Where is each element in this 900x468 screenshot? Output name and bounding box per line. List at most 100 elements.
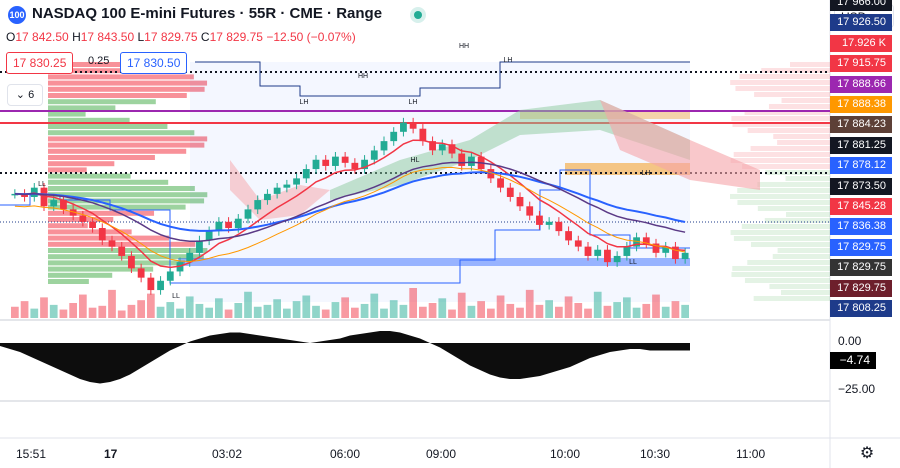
right-volume-profile-bar <box>777 140 830 145</box>
volume-bar <box>603 305 612 318</box>
right-volume-profile-bar <box>737 200 830 205</box>
symbol-logo[interactable]: 100 <box>8 6 26 24</box>
price-tag: 17 808.25 <box>830 300 892 317</box>
stair-line <box>195 61 690 97</box>
high-value: 17 843.50 <box>80 30 135 44</box>
volume-bar <box>516 307 524 318</box>
right-volume-profile-bar <box>785 176 830 181</box>
candle-body <box>419 128 427 142</box>
swing-label: LH <box>504 57 513 64</box>
candle-body <box>526 206 534 216</box>
candle-body <box>302 169 310 179</box>
volume-bar <box>496 295 505 318</box>
left-volume-profile-bar <box>48 272 113 278</box>
right-volume-profile-bar <box>744 110 830 115</box>
candle-body <box>584 246 592 256</box>
right-volume-profile-bar <box>739 74 830 79</box>
candle-body <box>380 141 388 151</box>
right-volume-profile-bar <box>754 92 830 97</box>
left-volume-profile-bar <box>48 130 195 136</box>
volume-bar <box>11 306 19 318</box>
swing-label: HH <box>358 73 368 80</box>
left-volume-profile-bar <box>48 198 205 204</box>
candle-body <box>652 243 660 253</box>
ema-fast-line <box>14 139 686 269</box>
oscillator-axis-label: −25.00 <box>838 382 876 396</box>
volume-bar <box>661 306 670 318</box>
right-volume-profile-bar <box>773 134 830 139</box>
price-tag: 17 878.12 <box>830 157 892 175</box>
volume-bar <box>399 304 408 318</box>
volume-bar <box>98 305 107 318</box>
symbol-title[interactable]: NASDAQ 100 E-mini Futures · 55R · CME · … <box>32 5 383 22</box>
candle-body <box>186 252 194 263</box>
right-volume-profile-bar <box>781 98 830 103</box>
volume-bar <box>117 310 126 318</box>
volume-bar <box>224 309 233 318</box>
candle-body <box>332 156 339 166</box>
volume-bar <box>457 292 466 318</box>
candle-body <box>89 221 96 229</box>
candle-body <box>642 237 650 244</box>
right-volume-profile-bar <box>732 122 830 127</box>
candle-body <box>254 200 262 210</box>
left-volume-profile-bar <box>48 117 130 123</box>
buy-button[interactable]: 17 830.50 <box>120 52 188 74</box>
sell-button[interactable]: 17 830.25 <box>6 52 74 74</box>
volume-bar <box>147 293 155 318</box>
right-volume-profile-bar <box>761 68 830 73</box>
candle-body <box>662 246 670 253</box>
price-tag: 17 836.38 <box>830 218 892 236</box>
volume-bar <box>234 303 243 318</box>
right-volume-profile-bar <box>765 170 830 175</box>
volume-bar <box>244 291 252 318</box>
volume-bar <box>642 303 651 318</box>
right-volume-profile-bar <box>731 272 830 277</box>
right-volume-profile-bar <box>744 278 830 283</box>
right-volume-profile-bar <box>750 242 830 247</box>
right-volume-profile-bar <box>790 62 830 67</box>
candle-body <box>283 184 291 188</box>
low-value: 17 829.75 <box>144 30 198 44</box>
volume-bar <box>360 303 369 318</box>
volume-bar <box>428 303 437 318</box>
market-status-icon[interactable] <box>414 11 422 19</box>
candle-body <box>429 141 436 151</box>
right-volume-profile-bar <box>753 296 830 301</box>
indicators-collapse-button[interactable]: ⌄ 6 <box>7 84 43 106</box>
candle-body <box>409 122 417 129</box>
volume-bar <box>652 294 660 318</box>
candle-body <box>438 144 446 151</box>
price-tag: 17 884.23 <box>830 116 892 134</box>
volume-bar <box>40 297 48 318</box>
range-box <box>190 62 690 302</box>
gear-icon[interactable]: ⚙ <box>859 445 875 462</box>
volume-bar <box>215 298 223 318</box>
left-volume-profile-bar <box>48 68 167 74</box>
time-tick-label: 03:02 <box>212 447 243 461</box>
candle-body <box>633 237 640 247</box>
volume-bar <box>623 297 631 318</box>
price-tag: 17 966.00 <box>830 0 892 11</box>
volume-bar <box>273 299 281 318</box>
volume-bar <box>506 303 515 318</box>
right-volume-profile-bar <box>747 260 830 265</box>
volume-bar <box>574 303 583 318</box>
volume-bar <box>351 307 359 318</box>
candle-body <box>50 200 58 207</box>
ohlc-legend: O17 842.50 H17 843.50 L17 829.75 C17 829… <box>6 30 356 44</box>
price-tag: 17 829.75 <box>830 259 892 277</box>
price-tag: 17 829.75 <box>830 279 892 297</box>
left-volume-profile-bar <box>48 260 185 266</box>
volume-bar <box>613 302 621 318</box>
candle-body <box>69 209 77 216</box>
right-volume-profile-bar <box>742 164 830 169</box>
price-tag: 17 881.25 <box>830 136 892 154</box>
candle-body <box>506 187 514 197</box>
candle-body <box>361 159 368 170</box>
right-volume-profile-bar <box>757 182 830 187</box>
right-volume-profile-bar <box>732 266 830 271</box>
demand-zone <box>178 258 690 266</box>
